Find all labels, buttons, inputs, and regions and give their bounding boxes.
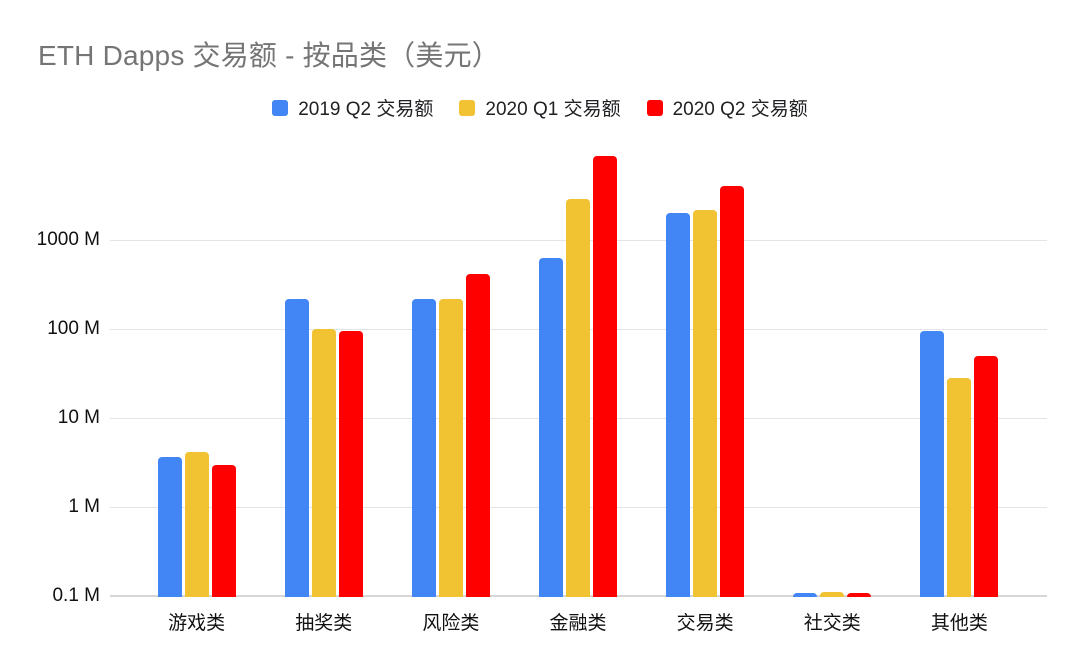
bar-2019q2-游戏类 — [157, 457, 182, 597]
x-axis-category-label: 风险类 — [422, 613, 480, 634]
bar-2020q1-抽奖类 — [311, 329, 336, 597]
legend-swatch-2019-q2-icon — [272, 99, 289, 116]
bar-2019q2-金融类 — [539, 257, 563, 597]
bar-2020q2-社交类 — [847, 593, 872, 597]
legend-swatch-2020-q1-icon — [459, 99, 476, 116]
y-axis-tick-label: 1 M — [68, 496, 100, 517]
bar-2020q1-游戏类 — [184, 452, 209, 597]
y-axis-tick-label: 1000 M — [36, 229, 100, 250]
x-axis-category-label: 交易类 — [676, 613, 734, 634]
bar-2020q2-金融类 — [593, 155, 617, 597]
legend-item-2020-q2: 2020 Q2 交易额 — [646, 94, 808, 121]
x-axis-category-label: 其他类 — [930, 613, 988, 634]
bar-2019q2-交易类 — [666, 213, 691, 597]
legend-item-2019-q2: 2019 Q2 交易额 — [272, 94, 433, 121]
x-axis-category-label: 抽奖类 — [295, 613, 353, 634]
y-axis-tick-label: 10 M — [57, 407, 100, 428]
bar-2020q2-风险类 — [465, 274, 490, 597]
legend-item-2020-q1: 2020 Q1 交易额 — [459, 94, 621, 121]
bar-2019q2-其他类 — [920, 330, 945, 597]
bar-2020q1-交易类 — [693, 209, 718, 597]
bar-2020q1-金融类 — [566, 198, 590, 597]
bar-2020q1-其他类 — [947, 378, 972, 597]
legend: 2019 Q2 交易额 2020 Q1 交易额 2020 Q2 交易额 — [0, 94, 1080, 121]
bar-2019q2-风险类 — [411, 298, 436, 597]
legend-swatch-2020-q2-icon — [646, 99, 663, 116]
bar-2020q1-社交类 — [820, 592, 845, 597]
legend-label-2020-q2: 2020 Q2 交易额 — [672, 99, 808, 120]
chart-title: ETH Dapps 交易额 - 按品类（美元） — [38, 40, 500, 71]
bar-2020q1-风险类 — [438, 298, 463, 597]
x-axis-category-label: 游戏类 — [168, 613, 226, 634]
legend-label-2019-q2: 2019 Q2 交易额 — [298, 99, 434, 120]
bar-2019q2-社交类 — [793, 593, 818, 597]
x-axis-category-label: 金融类 — [549, 613, 607, 634]
bar-2020q2-其他类 — [974, 355, 999, 597]
legend-label-2020-q1: 2020 Q1 交易额 — [485, 99, 621, 120]
y-axis-tick-label: 100 M — [47, 318, 100, 339]
x-axis-category-label: 社交类 — [803, 613, 861, 634]
bar-2019q2-抽奖类 — [284, 298, 309, 597]
bar-2020q2-交易类 — [720, 186, 745, 597]
bar-2020q2-游戏类 — [211, 464, 236, 597]
y-axis-tick-label: 0.1 M — [52, 585, 100, 606]
bar-2020q2-抽奖类 — [338, 330, 363, 597]
